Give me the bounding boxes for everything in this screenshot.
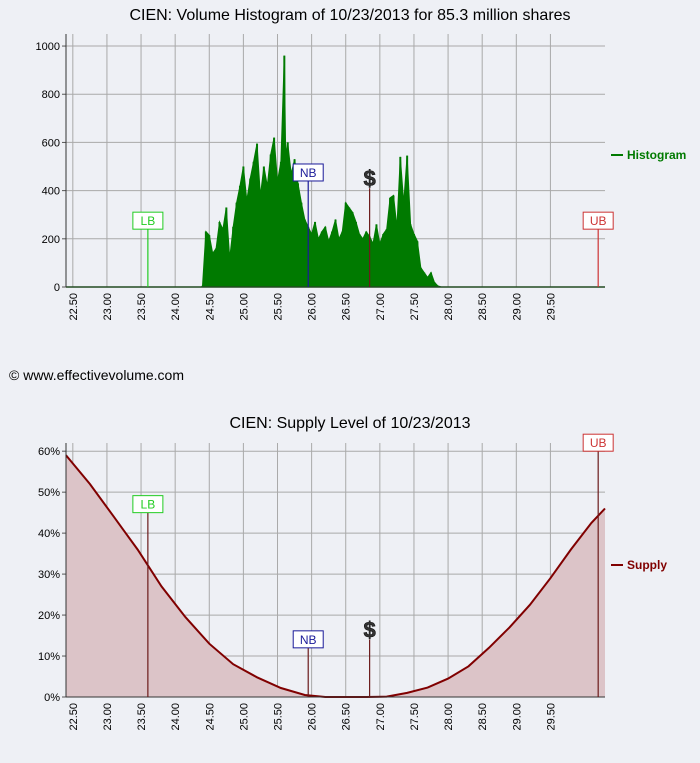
y-tick-label: 10% (38, 651, 60, 663)
marker-box-lb (132, 211, 164, 230)
y-tick-label: 20% (38, 610, 60, 622)
x-tick-label: 23.00 (102, 703, 114, 731)
marker-label-nb: NB (300, 633, 317, 647)
marker-label-ub: UB (590, 436, 607, 450)
x-tick-label: 27.50 (409, 703, 421, 731)
marker-box-lb (132, 495, 164, 514)
x-tick-label: 28.50 (477, 293, 489, 321)
marker-label-ub: UB (590, 214, 607, 228)
x-tick-label: 25.00 (238, 703, 250, 731)
x-tick-label: 24.00 (170, 293, 182, 321)
marker-box-nb (292, 630, 324, 649)
x-tick-label: 24.50 (204, 703, 216, 731)
histogram-chart-title: CIEN: Volume Histogram of 10/23/2013 for… (129, 7, 571, 24)
x-tick-label: 27.00 (375, 293, 387, 321)
marker-label-nb: NB (300, 166, 317, 180)
y-tick-label: 60% (38, 446, 60, 458)
x-tick-label: 29.00 (511, 293, 523, 321)
supply-chart-title: CIEN: Supply Level of 10/23/2013 (229, 415, 471, 432)
x-tick-label: 25.50 (273, 703, 285, 731)
x-tick-label: 24.50 (204, 293, 216, 321)
y-tick-label: 0% (44, 692, 60, 704)
x-tick-label: 29.50 (545, 293, 557, 321)
marker-box-ub (582, 211, 614, 230)
price-marker-label: $ (363, 618, 375, 643)
supply-area (66, 455, 605, 697)
y-tick-label: 800 (42, 89, 60, 101)
credit-text: © www.effectivevolume.com (9, 367, 185, 383)
legend-label: Supply (627, 558, 667, 572)
marker-box-nb (292, 163, 324, 182)
x-tick-label: 23.50 (136, 703, 148, 731)
y-tick-label: 30% (38, 569, 60, 581)
x-tick-label: 27.00 (375, 703, 387, 731)
x-tick-label: 22.50 (68, 293, 80, 321)
marker-label-lb: LB (141, 498, 156, 512)
y-tick-label: 40% (38, 528, 60, 540)
y-tick-label: 50% (38, 487, 60, 499)
x-tick-label: 25.00 (238, 293, 250, 321)
x-tick-label: 24.00 (170, 703, 182, 731)
x-tick-label: 29.00 (511, 703, 523, 731)
price-marker-label: $ (363, 166, 375, 191)
y-tick-label: 600 (42, 137, 60, 149)
x-tick-label: 26.00 (307, 703, 319, 731)
x-tick-label: 29.50 (545, 703, 557, 731)
x-tick-label: 28.00 (443, 293, 455, 321)
marker-label-lb: LB (141, 214, 156, 228)
x-tick-label: 23.50 (136, 293, 148, 321)
legend-label: Histogram (627, 148, 686, 162)
marker-box-ub (582, 433, 614, 452)
x-tick-label: 22.50 (68, 703, 80, 731)
x-tick-label: 25.50 (273, 293, 285, 321)
x-tick-label: 26.50 (341, 293, 353, 321)
y-tick-label: 1000 (36, 41, 60, 53)
x-tick-label: 28.50 (477, 703, 489, 731)
supply-level-chart: 22.50 23.00 23.50 24.00 24.50 25.00 25.50 26.00… (38, 433, 667, 731)
x-tick-label: 26.00 (307, 293, 319, 321)
x-tick-label: 27.50 (409, 293, 421, 321)
y-tick-label: 200 (42, 234, 60, 246)
volume-histogram-chart: 22.50 23.00 23.50 24.00 24.50 25.00 25.50 26.00… (36, 34, 686, 321)
x-tick-label: 26.50 (341, 703, 353, 731)
x-tick-label: 23.00 (102, 293, 114, 321)
y-tick-label: 400 (42, 186, 60, 198)
x-tick-label: 28.00 (443, 703, 455, 731)
y-tick-label: 0 (54, 282, 60, 294)
